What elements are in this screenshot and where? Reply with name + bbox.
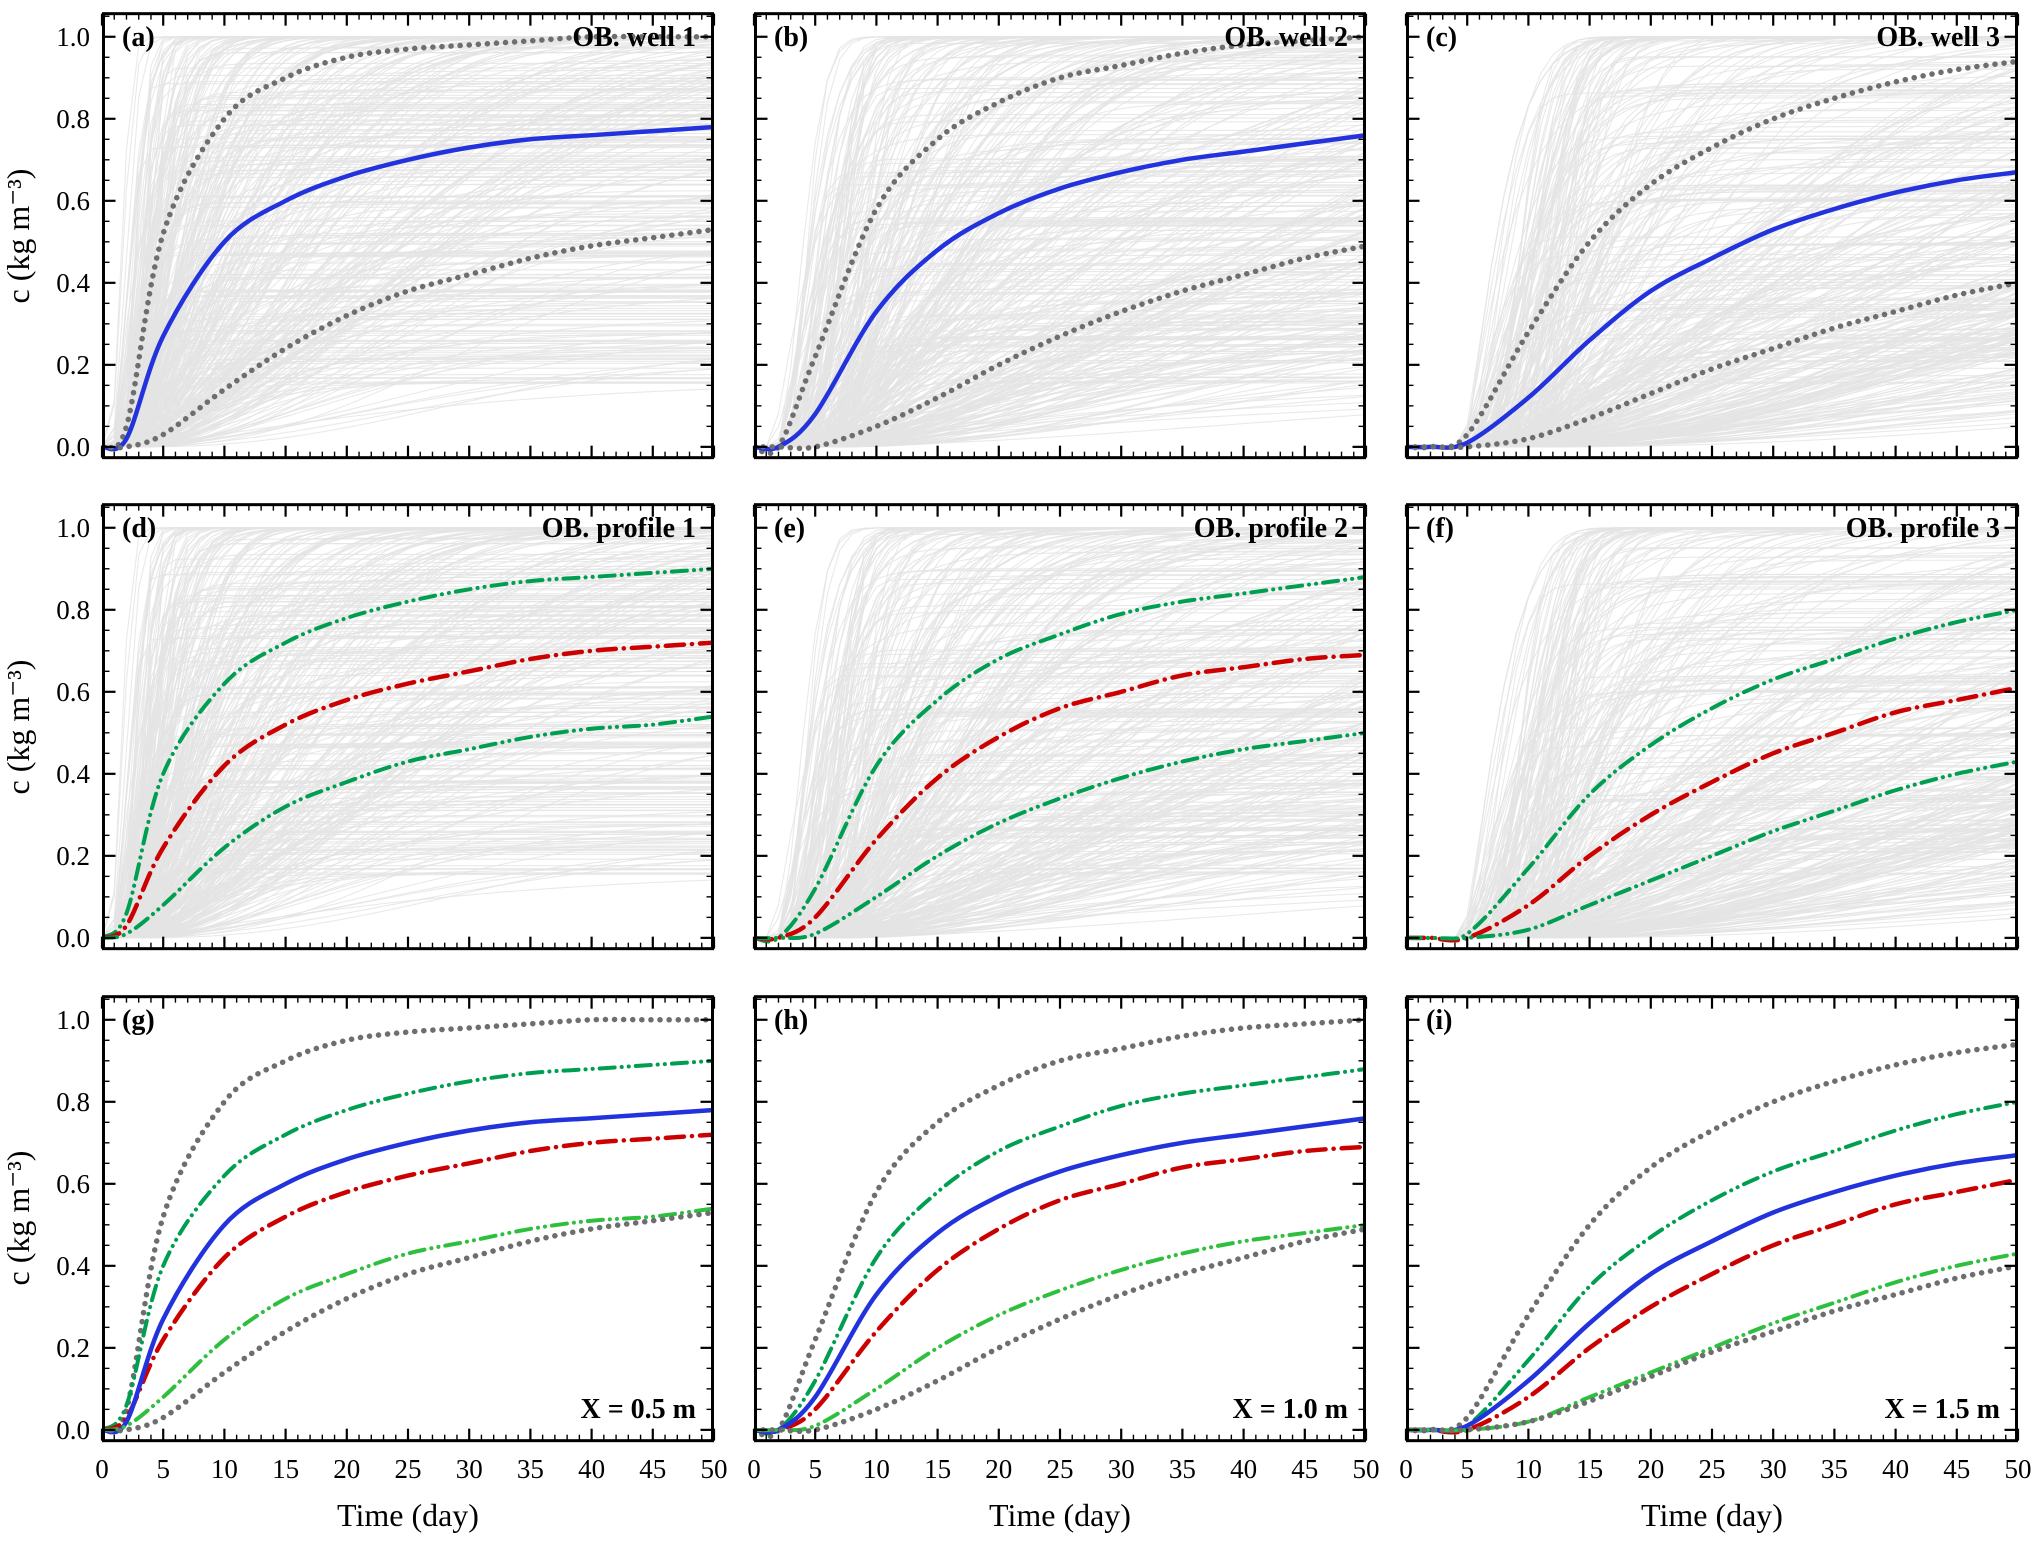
svg-text:0.2: 0.2	[56, 841, 90, 871]
x-axis-title: Time (day)	[1641, 1497, 1783, 1533]
svg-text:0.6: 0.6	[56, 186, 90, 216]
panel-label: (i)	[1426, 1004, 1453, 1036]
panel-i: 0 5 10 15 20 25 30 35 40 45 50 Time (day) (i) X = …	[1399, 994, 2032, 1533]
svg-text:40: 40	[1882, 1454, 1909, 1484]
panel-f: (f) OB. profile 3	[1404, 503, 2020, 951]
svg-text:35: 35	[1821, 1454, 1848, 1484]
svg-text:45: 45	[639, 1454, 666, 1484]
svg-text:45: 45	[1291, 1454, 1318, 1484]
svg-text:25: 25	[1047, 1454, 1074, 1484]
svg-text:35: 35	[1169, 1454, 1196, 1484]
panel-label: (d)	[122, 513, 157, 545]
plot-canvas-e	[752, 503, 1368, 951]
svg-text:0: 0	[1399, 1454, 1413, 1484]
svg-text:40: 40	[1230, 1454, 1257, 1484]
svg-text:0.0: 0.0	[56, 1415, 90, 1445]
svg-text:0: 0	[747, 1454, 761, 1484]
svg-text:50: 50	[701, 1454, 728, 1484]
svg-text:1.0: 1.0	[56, 22, 90, 52]
svg-text:40: 40	[578, 1454, 605, 1484]
svg-text:5: 5	[156, 1454, 170, 1484]
y-axis-title: c (kg m⁻³)	[0, 1150, 36, 1286]
svg-text:15: 15	[924, 1454, 951, 1484]
svg-text:20: 20	[985, 1454, 1012, 1484]
svg-text:25: 25	[1699, 1454, 1726, 1484]
svg-text:15: 15	[1576, 1454, 1603, 1484]
panel-title: OB. profile 2	[1193, 513, 1348, 545]
svg-text:0.4: 0.4	[56, 1250, 90, 1280]
svg-text:30: 30	[456, 1454, 483, 1484]
svg-text:15: 15	[272, 1454, 299, 1484]
svg-text:30: 30	[1108, 1454, 1135, 1484]
plot-canvas-i: 0 5 10 15 20 25 30 35 40 45 50	[1399, 994, 2032, 1484]
panel-d: 0.0 0.2 0.4 0.6 0.8 1.0 c (kg m⁻³) (d) OB. pr…	[0, 503, 716, 953]
panel-title: X = 0.5 m	[580, 1394, 697, 1425]
svg-text:10: 10	[1515, 1454, 1542, 1484]
svg-text:0.2: 0.2	[56, 1333, 90, 1363]
y-axis-title: c (kg m⁻³)	[0, 168, 36, 304]
panel-g: 0.0 0.2 0.4 0.6 0.8 1.0 0 5 10 15 20 25 30 35 40 45 50 c…	[0, 994, 728, 1533]
svg-text:10: 10	[211, 1454, 238, 1484]
panel-label: (c)	[1426, 22, 1458, 53]
svg-text:50: 50	[2005, 1454, 2032, 1484]
svg-text:0.8: 0.8	[56, 104, 90, 134]
svg-text:20: 20	[1637, 1454, 1664, 1484]
plot-canvas-b	[752, 12, 1368, 460]
plot-canvas-g: 0.0 0.2 0.4 0.6 0.8 1.0 0 5 10 15 20 25 30 35 40 45 50	[56, 994, 728, 1484]
panel-title: OB. well 1	[572, 22, 696, 53]
svg-text:10: 10	[863, 1454, 890, 1484]
svg-text:25: 25	[395, 1454, 422, 1484]
panel-title: OB. well 2	[1224, 22, 1348, 53]
svg-text:0: 0	[95, 1454, 109, 1484]
panel-label: (e)	[774, 513, 806, 545]
plot-canvas-f	[1404, 503, 2020, 951]
panel-c: (c) OB. well 3	[1404, 12, 2020, 460]
panel-label: (h)	[774, 1004, 809, 1036]
svg-text:0.0: 0.0	[56, 432, 90, 462]
x-axis-title: Time (day)	[337, 1497, 479, 1533]
panel-title: X = 1.0 m	[1232, 1394, 1349, 1425]
svg-text:1.0: 1.0	[56, 513, 90, 543]
svg-text:5: 5	[1460, 1454, 1474, 1484]
panel-label: (f)	[1426, 513, 1454, 545]
panel-a: 0.0 0.2 0.4 0.6 0.8 1.0 c (kg m⁻³) (a) OB. we…	[0, 12, 716, 462]
svg-text:0.6: 0.6	[56, 677, 90, 707]
panel-e: (e) OB. profile 2	[752, 503, 1368, 951]
svg-text:0.6: 0.6	[56, 1168, 90, 1198]
panel-label: (a)	[122, 22, 155, 53]
svg-text:0.0: 0.0	[56, 923, 90, 953]
svg-text:50: 50	[1353, 1454, 1380, 1484]
svg-text:45: 45	[1943, 1454, 1970, 1484]
svg-text:0.8: 0.8	[56, 1086, 90, 1116]
panel-b: (b) OB. well 2	[752, 12, 1368, 460]
panel-title: X = 1.5 m	[1884, 1394, 2001, 1425]
svg-text:5: 5	[808, 1454, 822, 1484]
y-axis-title: c (kg m⁻³)	[0, 659, 36, 795]
panel-h: 0 5 10 15 20 25 30 35 40 45 50 Time (day) (h) X = …	[747, 994, 1380, 1533]
panel-label: (b)	[774, 22, 809, 53]
panel-label: (g)	[122, 1004, 155, 1036]
svg-text:20: 20	[333, 1454, 360, 1484]
panel-title: OB. profile 1	[541, 513, 696, 545]
svg-text:0.4: 0.4	[56, 268, 90, 298]
svg-text:35: 35	[517, 1454, 544, 1484]
svg-text:30: 30	[1760, 1454, 1787, 1484]
svg-text:0.2: 0.2	[56, 350, 90, 380]
plot-canvas-c	[1404, 12, 2020, 460]
svg-text:1.0: 1.0	[56, 1004, 90, 1034]
x-axis-title: Time (day)	[989, 1497, 1131, 1533]
plot-canvas-d: 0.0 0.2 0.4 0.6 0.8 1.0	[56, 503, 716, 953]
svg-text:0.4: 0.4	[56, 759, 90, 789]
plot-canvas-a: 0.0 0.2 0.4 0.6 0.8 1.0	[56, 12, 716, 462]
plot-canvas-h: 0 5 10 15 20 25 30 35 40 45 50	[747, 994, 1380, 1484]
panel-title: OB. profile 3	[1845, 513, 2000, 545]
panel-title: OB. well 3	[1876, 22, 2000, 53]
svg-text:0.8: 0.8	[56, 595, 90, 625]
